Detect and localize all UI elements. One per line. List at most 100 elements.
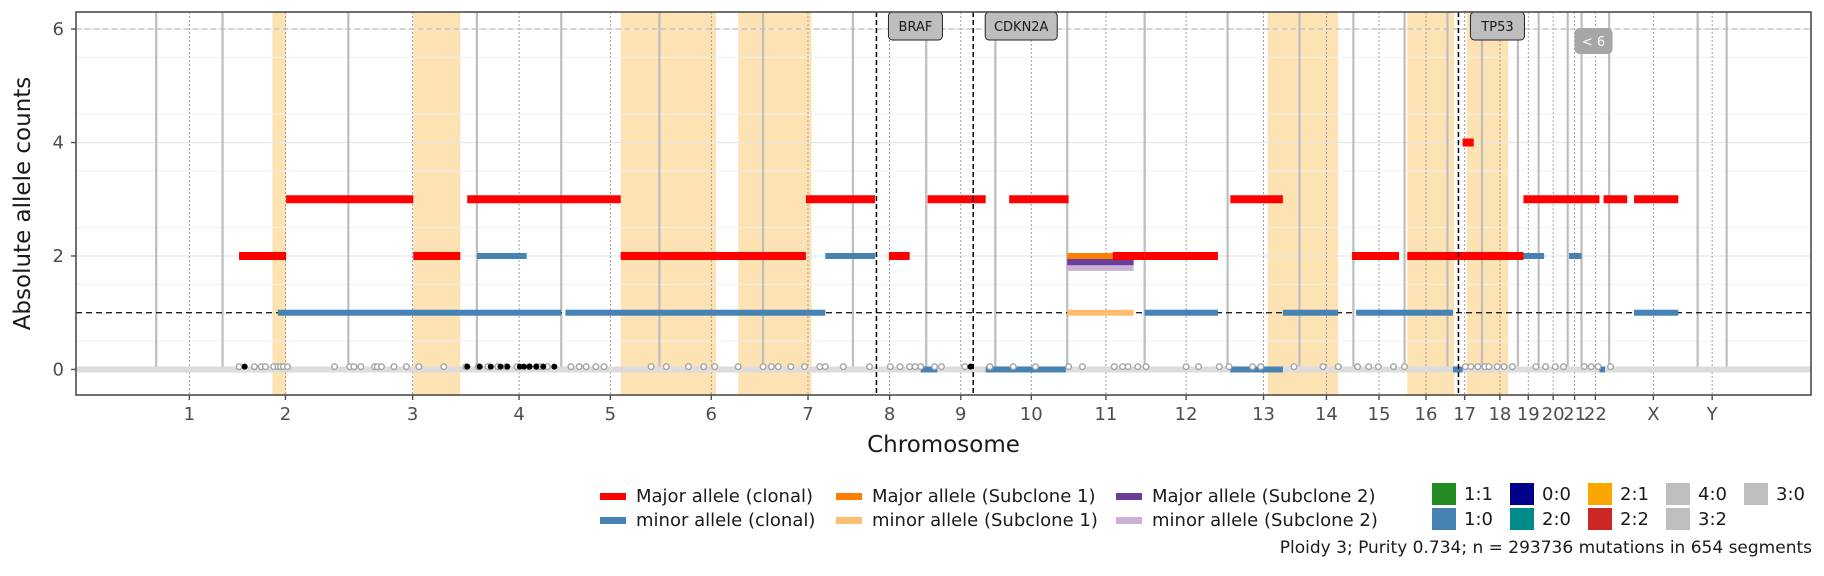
x-tick-label: Y [1706,404,1719,425]
mutation-point [917,363,925,371]
highlight-region [272,12,287,395]
highlight-region [620,12,717,395]
x-tick-label: 11 [1094,404,1117,425]
mutation-point [600,363,608,371]
segment-major-clonal [1230,195,1283,204]
mutation-point [1225,363,1233,371]
mutation-point [567,363,575,371]
segment-major-clonal [805,195,876,204]
legend-label-minor-sub2: minor allele (Subclone 2) [1152,510,1378,531]
mutation-point [1493,363,1501,371]
legend-genotype-swatch [1588,483,1612,505]
plot-border [75,11,1812,396]
legend-genotype-swatch [1432,508,1456,530]
mutation-point [1334,363,1342,371]
x-tick-label: 2 [280,404,291,425]
legend-swatch-minor-sub2 [1116,517,1142,524]
mutation-point [911,363,919,371]
legend: Major allele (clonal) minor allele (clon… [600,483,1824,534]
mutation-point [1580,363,1588,371]
legend-minor-sub1: minor allele (Subclone 1) [836,510,1098,531]
segment-minor-clonal [1599,366,1606,373]
legend-genotype-0-0: 0:0 [1510,483,1571,505]
legend-swatch-minor-clonal [600,517,626,524]
legend-minor-sub2: minor allele (Subclone 2) [1116,510,1378,531]
mutation-point [1319,363,1327,371]
mutation-point [1365,363,1373,371]
segment-major-clonal [1634,195,1679,204]
segment-major-clonal [467,195,621,204]
x-tick-label: 5 [605,404,616,425]
legend-genotype-swatch [1510,483,1534,505]
mutation-point [235,363,243,371]
segment-minor-clonal [1452,366,1463,373]
legend-genotype-label: 2:0 [1542,508,1571,530]
segment-major-clonal [620,251,806,260]
segment-major-clonal [1462,138,1474,147]
segment-major-clonal [1603,195,1628,204]
legend-label-minor-clonal: minor allele (clonal) [636,510,816,531]
segment-minor-subclone2 [1067,263,1134,271]
y-tick-label: 6 [53,19,64,40]
mutation-point [647,363,655,371]
x-tick-label: 22 [1584,404,1607,425]
mutation-point-driver [516,363,523,370]
mutation-point [1587,363,1595,371]
segment-major-clonal [239,251,287,260]
x-axis-title: Chromosome [867,432,1020,458]
footer-summary: Ploidy 3; Purity 0.734; n = 293736 mutat… [1279,538,1812,558]
segment-major-clonal [413,251,461,260]
legend-genotype-4-0: 4:0 [1666,483,1727,505]
segment-minor-clonal [460,309,562,316]
mutation-point [1551,363,1559,371]
highlight-region [1466,12,1509,395]
x-tick-label: 8 [884,404,895,425]
x-tick-label: 17 [1453,404,1476,425]
legend-genotype-1-1: 1:1 [1432,483,1493,505]
segment-minor-clonal [920,366,938,373]
mutation-point-driver [533,363,540,370]
mutation-point [734,363,742,371]
segment-major-clonal [1112,251,1145,260]
mutation-point [700,363,708,371]
legend-genotype-swatch [1744,483,1768,505]
mutation-point-driver [476,363,483,370]
mutation-point [1594,363,1602,371]
x-tick-label: 13 [1252,404,1275,425]
legend-genotype-3-0: 3:0 [1744,483,1805,505]
segment-minor-clonal [1356,309,1400,316]
segment-minor-clonal [1144,309,1218,316]
mutation-point [1142,363,1150,371]
legend-swatch-major-clonal [600,493,626,500]
mutation-point [816,363,824,371]
mutation-point-driver [526,363,533,370]
legend-label-major-sub1: Major allele (Subclone 1) [872,486,1096,507]
mutation-point [1474,363,1482,371]
segment-minor-clonal [1282,309,1339,316]
mutation-point [1134,363,1142,371]
mutation-point [1215,363,1223,371]
mutation-point [378,363,386,371]
mutation-point [906,363,914,371]
legend-major-clonal: Major allele (clonal) [600,486,813,507]
x-tick-label: 4 [513,404,524,425]
segment-major-clonal [888,251,910,260]
mutation-point [1374,363,1382,371]
legend-genotype-swatch [1666,508,1690,530]
mutation-point [986,363,994,371]
segment-minor-clonal [277,309,461,316]
mutation-point [592,363,600,371]
segment-minor-clonal [985,366,1001,373]
mutation-point [1182,363,1190,371]
legend-genotype-label: 2:1 [1620,483,1649,505]
y-tick-label: 2 [53,246,64,267]
x-tick-label: 1 [184,404,195,425]
mutation-point-driver [967,363,974,370]
segment-major-clonal [1144,251,1218,260]
highlight-region [413,12,461,395]
legend-label-minor-sub1: minor allele (Subclone 1) [872,510,1098,531]
mutation-point-driver [504,363,511,370]
mutation-point [886,363,894,371]
mutation-point [1110,363,1118,371]
x-tick-label: 19 [1517,404,1540,425]
